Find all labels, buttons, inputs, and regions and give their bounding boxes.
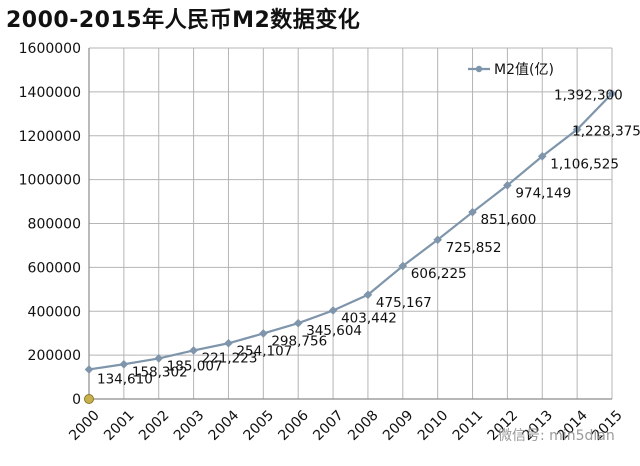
data-point [433, 235, 442, 245]
data-point [607, 89, 617, 98]
data-label: 606,225 [411, 266, 467, 282]
x-tick-label: 2009 [380, 407, 417, 444]
y-tick-label: 0 [72, 392, 81, 408]
data-label: 158,302 [132, 364, 188, 380]
data-point [84, 365, 94, 374]
x-tick-label: 2000 [66, 407, 103, 444]
y-tick-label: 1600000 [19, 41, 81, 57]
data-point [398, 261, 408, 271]
y-tick-label: 1000000 [19, 173, 81, 189]
y-tick-label: 200000 [28, 348, 81, 364]
origin-marker-icon [84, 394, 94, 404]
x-tick-label: 2001 [101, 407, 138, 444]
watermark-text: 微信号: min5dian [498, 428, 615, 444]
x-tick-label: 2008 [345, 407, 382, 444]
x-tick-label: 2004 [206, 407, 243, 444]
data-label: 851,600 [481, 212, 537, 228]
data-label: 403,442 [341, 310, 397, 326]
data-point [468, 207, 477, 217]
data-label: 221,223 [202, 350, 258, 366]
legend: M2值(亿) [468, 62, 554, 78]
data-label: 298,756 [271, 333, 327, 349]
x-tick-label: 2007 [310, 407, 347, 444]
x-tick-label: 2003 [171, 407, 208, 444]
data-label: 254,107 [236, 343, 292, 359]
data-point [328, 306, 338, 315]
y-tick-label: 600000 [28, 260, 81, 276]
data-point [189, 346, 198, 355]
data-label: 974,149 [515, 185, 571, 201]
y-tick-label: 1200000 [19, 129, 81, 145]
series-m2 [84, 89, 617, 374]
data-label: 1,392,300 [554, 88, 623, 104]
data-point [503, 180, 512, 190]
data-label: 475,167 [376, 295, 432, 311]
data-label: 185,007 [167, 358, 223, 374]
data-point [363, 290, 373, 300]
data-label: 725,852 [446, 240, 502, 256]
data-point [154, 354, 164, 363]
axes [88, 48, 612, 400]
legend-marker-swatch [475, 65, 483, 73]
data-point [119, 359, 129, 369]
x-tick-label: 2011 [450, 407, 487, 444]
data-point [224, 338, 233, 348]
data-point [537, 151, 547, 161]
y-axis-ticks: 0 200000 400000 600000 800000 1000000 1200000 1… [19, 41, 81, 408]
series-line [88, 92, 613, 371]
data-point [259, 329, 268, 338]
chart-title: 2000-2015年人民币M2数据变化 [6, 8, 361, 33]
y-tick-label: 800000 [28, 217, 81, 233]
data-label: 345,604 [306, 323, 362, 339]
data-point [572, 125, 582, 134]
x-tick-label: 2005 [241, 407, 278, 444]
data-label: 1,228,375 [572, 124, 640, 140]
x-tick-label: 2010 [415, 407, 452, 444]
data-label: 1,106,525 [550, 156, 619, 172]
data-labels: 134,610158,302185,007221,223254,107298,7… [97, 88, 640, 388]
data-point [293, 318, 303, 328]
y-tick-label: 1400000 [19, 85, 81, 101]
x-tick-label: 2006 [275, 407, 312, 444]
legend-label: M2值(亿) [494, 62, 554, 78]
x-tick-label: 2002 [136, 407, 173, 444]
grid [89, 47, 613, 399]
y-tick-label: 400000 [28, 304, 81, 320]
data-label: 134,610 [97, 371, 153, 387]
